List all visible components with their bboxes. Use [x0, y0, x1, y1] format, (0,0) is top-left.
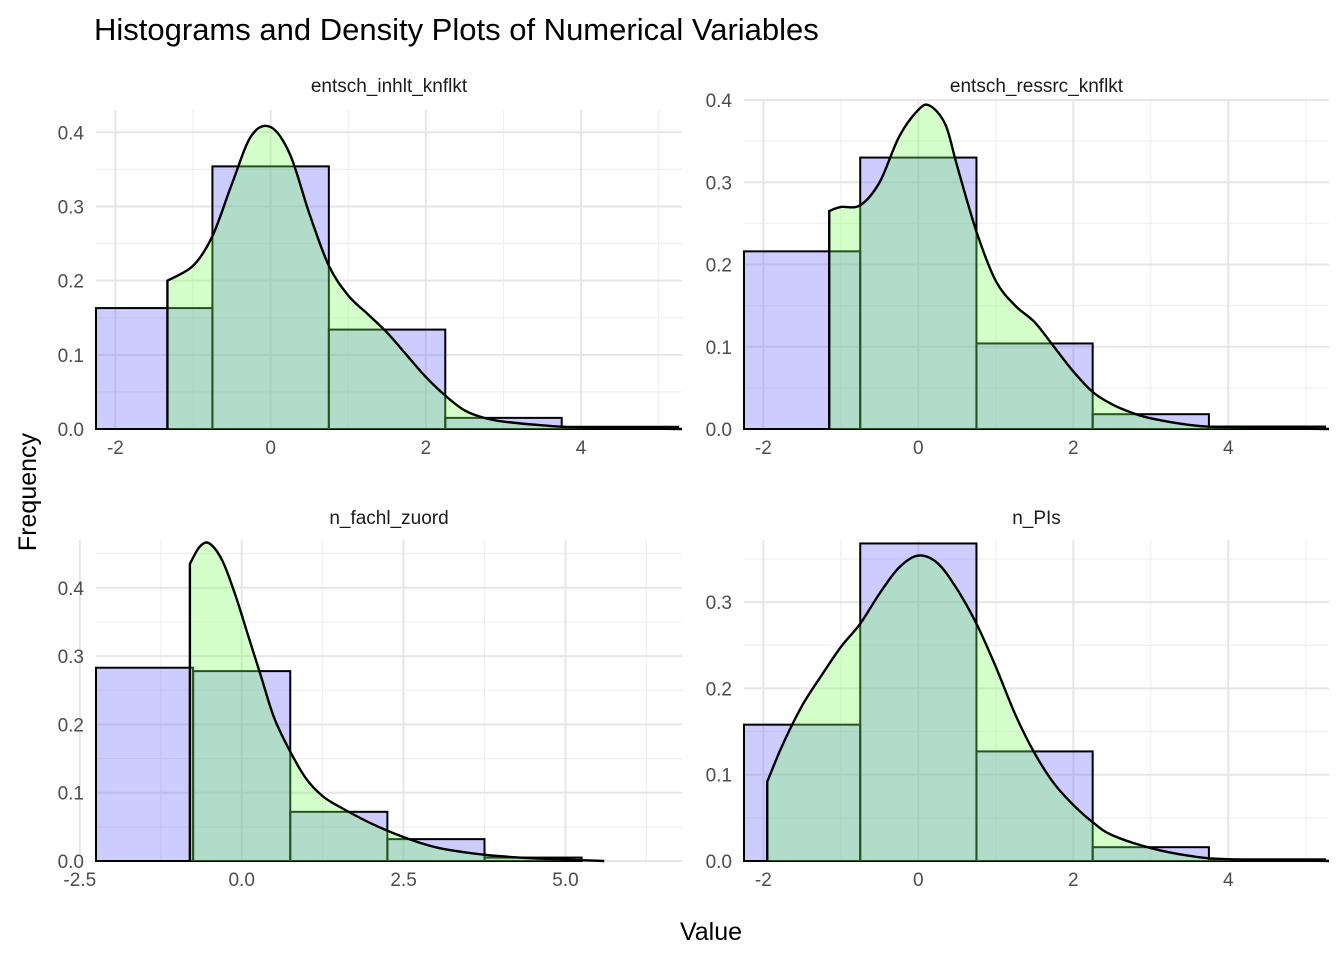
panel-n_fachl_zuord: n_fachl_zuord-2.5 0.0 2.5 5.00.00.10.20.30.…: [58, 508, 682, 891]
density-curve: [188, 541, 605, 863]
panel-entsch_inhlt_knflkt: entsch_inhlt_knflkt -2 0 2 4 0.0 0.1 0.2 0.3 0.4: [58, 76, 683, 459]
y-tick-label: 0.1: [58, 346, 84, 367]
x-tick-label: 0: [913, 870, 924, 891]
facet-strip-label: entsch_ressrc_knflkt: [950, 76, 1124, 97]
histogram-bar: [95, 666, 195, 863]
y-tick-label: 0.1: [706, 766, 732, 787]
x-tick-label: 0.0: [228, 870, 254, 891]
y-tick-label: 0.2: [706, 256, 732, 277]
y-tick-label: 0.2: [58, 272, 84, 293]
histogram-bar: [95, 307, 214, 431]
facet-strip-label: n_PIs: [1012, 508, 1061, 529]
y-tick-label: 0.4: [58, 123, 85, 144]
x-tick-label: 4: [1223, 438, 1234, 459]
density-curve: [166, 124, 683, 431]
x-tick-label: 2: [421, 438, 432, 459]
x-tick-label: 2: [1068, 870, 1079, 891]
y-tick-label: 0.4: [706, 91, 733, 112]
y-tick-label: 0.0: [706, 420, 732, 441]
x-tick-label: -2: [107, 438, 124, 459]
x-axis-label: Value: [680, 918, 742, 946]
histogram-bar: [743, 250, 862, 430]
facet-strip-label: entsch_inhlt_knflkt: [311, 76, 468, 97]
y-tick-label: 0.0: [58, 852, 84, 873]
y-tick-label: 0.2: [706, 679, 732, 700]
histogram-bar: [1091, 413, 1210, 431]
x-tick-label: 2.5: [390, 870, 416, 891]
x-tick-label: 0: [913, 438, 924, 459]
y-tick-label: 0.0: [706, 852, 732, 873]
histogram-bar: [386, 838, 486, 862]
y-tick-label: 0.3: [58, 197, 84, 218]
histogram-bar: [975, 342, 1094, 430]
x-tick-label: -2: [755, 438, 772, 459]
histogram-bar: [859, 156, 978, 430]
panel-entsch_ressrc_knflkt: entsch_ressrc_knflkt -2 0 2 4 0.0 0.1 0.2 0.3 0.4: [706, 76, 1330, 459]
y-tick-label: 0.3: [706, 173, 732, 194]
x-tick-label: 5.0: [552, 870, 578, 891]
y-axis-label: Frequency: [14, 432, 42, 551]
y-tick-label: 0.1: [58, 784, 84, 805]
y-tick-label: 0.3: [706, 593, 732, 614]
histogram-bar: [327, 328, 447, 430]
histogram-bar: [859, 542, 978, 862]
histogram-bar: [192, 670, 292, 862]
x-tick-label: 0: [265, 438, 276, 459]
facet-strip-label: n_fachl_zuord: [329, 508, 448, 529]
y-tick-label: 0.0: [58, 420, 84, 441]
histogram-bar: [289, 810, 389, 863]
y-tick-label: 0.4: [58, 579, 85, 600]
density-curve: [828, 103, 1330, 431]
density-curve: [766, 554, 1330, 863]
y-tick-label: 0.2: [58, 715, 84, 736]
panel-n_PIs: n_PIs -2 0 2 4 0.0 0.1 0.2 0.3: [706, 508, 1330, 891]
facet-panels: entsch_inhlt_knflkt-2 0 2 40.00.10.20.30.4e…: [58, 76, 1330, 891]
x-tick-label: -2.5: [63, 870, 96, 891]
y-tick-label: 0.3: [58, 647, 84, 668]
x-tick-label: 2: [1068, 438, 1079, 459]
x-tick-label: -2: [755, 870, 772, 891]
histogram-bar: [743, 723, 862, 863]
chart-title: Histograms and Density Plots of Numerica…: [94, 12, 819, 47]
x-tick-label: 4: [576, 438, 587, 459]
x-tick-label: 4: [1223, 870, 1234, 891]
histogram-bar: [444, 416, 563, 431]
y-tick-label: 0.1: [706, 338, 732, 359]
